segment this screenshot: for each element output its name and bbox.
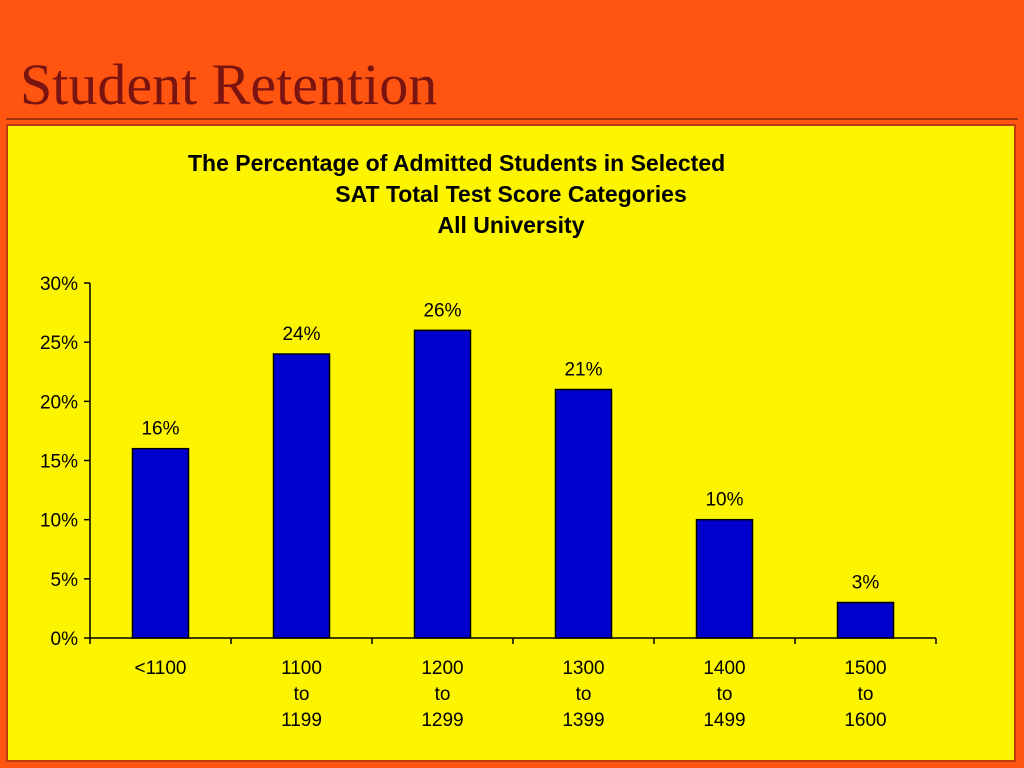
y-tick-label: 10% [40, 511, 78, 532]
bar-value-label: 10% [705, 490, 743, 511]
x-tick-label: to [435, 684, 451, 705]
y-tick-label: 0% [51, 629, 79, 650]
bar-value-label: 26% [423, 300, 461, 321]
y-tick-label: 30% [40, 274, 78, 295]
bar [131, 447, 190, 639]
y-tick-label: 15% [40, 452, 78, 473]
bar-chart: 0% 5% 10% 15% 20% 25% 30% 16% 24% 26% 21% 10% 3% <1… [40, 274, 937, 731]
chart-panel: The Percentage of Admitted Students in S… [6, 124, 1016, 762]
x-tick-label: <1100 [135, 658, 187, 679]
bar [272, 353, 331, 639]
x-tick-labels: <1100 1100 to 1199 1200 to 1299 1300 to 1399 1400 t… [135, 658, 887, 731]
y-tick-label: 20% [40, 392, 78, 413]
x-axis [89, 637, 937, 644]
x-tick-label: 1300 [562, 658, 604, 679]
x-tick-label: 1100 [281, 658, 322, 679]
chart-title-line-2: SAT Total Test Score Categories [335, 181, 687, 207]
x-tick-label: 1500 [844, 658, 886, 679]
x-tick-label: 1399 [562, 710, 604, 731]
title-divider [6, 118, 1018, 120]
bar-value-label: 3% [852, 573, 880, 594]
chart-title-line-3: All University [437, 212, 585, 238]
bar [554, 388, 613, 639]
chart-title: The Percentage of Admitted Students in S… [8, 148, 834, 241]
x-tick-label: 1400 [703, 658, 745, 679]
x-tick-label: to [858, 684, 874, 705]
data-labels: 16% 24% 26% 21% 10% 3% [141, 300, 879, 593]
bar-value-label: 16% [141, 419, 179, 440]
x-tick-label: 1499 [703, 710, 745, 731]
y-tick-label: 5% [51, 570, 79, 591]
x-tick-label: to [717, 684, 733, 705]
bar [413, 329, 472, 639]
x-tick-label: to [294, 684, 310, 705]
x-tick-label: 1200 [421, 658, 463, 679]
x-tick-label: to [576, 684, 592, 705]
y-tick-label: 25% [40, 333, 78, 354]
x-tick-label: 1600 [844, 710, 886, 731]
bar-value-label: 24% [282, 324, 320, 345]
slide-title: Student Retention [20, 52, 438, 117]
chart-title-line-1: The Percentage of Admitted Students in S… [188, 150, 726, 176]
bar [836, 601, 895, 639]
bars [131, 329, 895, 639]
x-tick-label: 1299 [421, 710, 463, 731]
x-tick-label: 1199 [281, 710, 322, 731]
bar [695, 518, 754, 639]
y-axis: 0% 5% 10% 15% 20% 25% 30% [40, 274, 91, 650]
bar-value-label: 21% [564, 360, 602, 381]
